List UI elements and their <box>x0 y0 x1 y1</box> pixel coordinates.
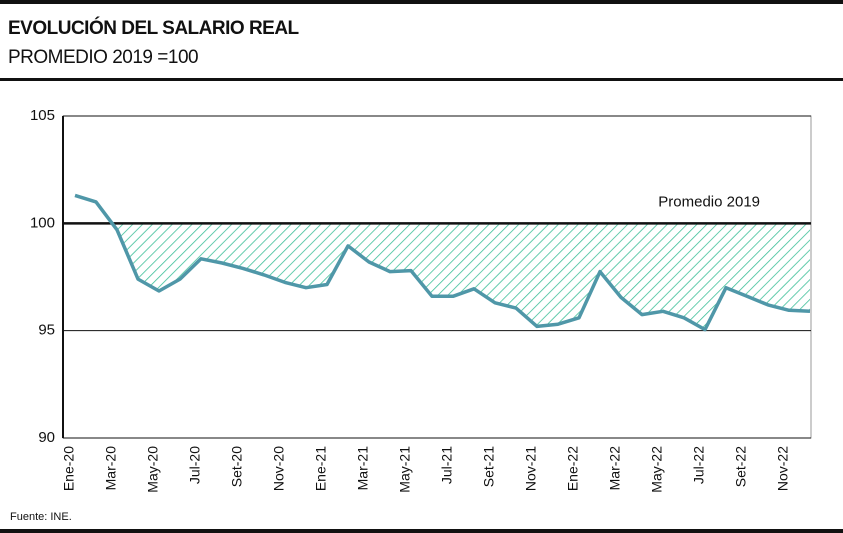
x-tick-label: May-20 <box>145 446 161 493</box>
top-rule <box>0 0 843 4</box>
x-tick-label: Ene-20 <box>61 446 77 491</box>
source: Fuente: INE. <box>10 511 72 523</box>
bottom-rule <box>0 529 843 533</box>
x-tick-label: May-21 <box>397 446 413 493</box>
series-line <box>74 193 811 332</box>
x-tick-label: Ene-21 <box>313 446 329 491</box>
x-tick-label: Set-22 <box>733 446 749 487</box>
x-tick-label: Jul-22 <box>691 446 707 484</box>
x-tick-label: May-22 <box>649 446 665 493</box>
y-tick-label: 95 <box>38 322 55 339</box>
y-tick-label: 105 <box>30 107 55 124</box>
x-tick-label: Nov-21 <box>523 446 539 491</box>
reference-label: Promedio 2019 <box>658 193 760 210</box>
x-tick-label: Set-21 <box>481 446 497 487</box>
chart-title: EVOLUCIÓN DEL SALARIO REAL <box>8 17 300 39</box>
x-tick-label: Jul-20 <box>187 446 203 484</box>
x-tick-label: Mar-22 <box>607 446 623 491</box>
x-tick-label: Nov-20 <box>271 446 287 491</box>
x-tick-label: Ene-22 <box>565 446 581 491</box>
y-tick-label: 90 <box>38 429 55 446</box>
x-tick-label: Mar-20 <box>103 446 119 491</box>
header-rule <box>0 78 843 81</box>
y-tick-label: 100 <box>30 214 55 231</box>
x-tick-label: Jul-21 <box>439 446 455 484</box>
x-tick-label: Set-20 <box>229 446 245 487</box>
x-tick-label: Mar-21 <box>355 446 371 491</box>
deficit-area <box>112 223 810 330</box>
chart-subtitle: PROMEDIO 2019 =100 <box>8 47 198 68</box>
x-tick-label: Nov-22 <box>775 446 791 491</box>
